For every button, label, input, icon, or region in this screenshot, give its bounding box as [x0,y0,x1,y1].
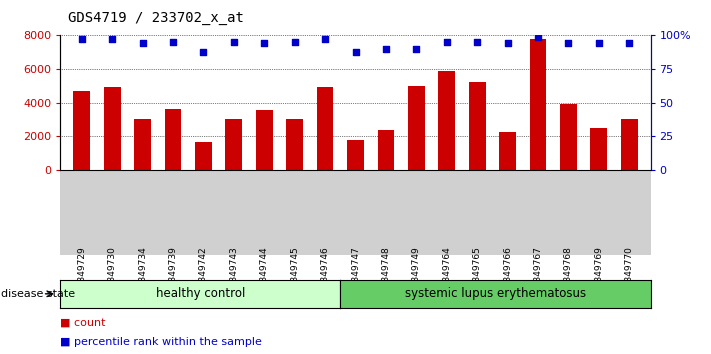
Bar [73,91,90,170]
Bar [195,142,212,170]
Bar [408,86,424,170]
Text: systemic lupus erythematosus: systemic lupus erythematosus [405,287,586,300]
Bar [225,119,242,170]
Point [76,36,87,42]
Point [593,41,604,46]
Point [289,39,300,45]
Point [533,34,544,40]
Point [198,49,209,55]
Point [259,41,270,46]
Bar [316,87,333,170]
Text: healthy control: healthy control [156,287,245,300]
Point [502,41,513,46]
Bar [104,87,120,170]
Point [350,49,361,55]
Bar [499,132,516,170]
Text: disease state: disease state [1,289,75,299]
Text: ■ count: ■ count [60,318,106,327]
Bar [165,109,181,170]
Bar [134,120,151,170]
Bar [530,39,546,170]
Bar [591,128,607,170]
Bar [347,139,364,170]
Bar [439,71,455,170]
Point [107,36,118,42]
Point [441,39,452,45]
Bar [256,110,272,170]
Text: ■ percentile rank within the sample: ■ percentile rank within the sample [60,337,262,347]
Point [137,41,149,46]
Point [228,39,240,45]
Point [411,46,422,52]
Point [624,41,635,46]
Bar [560,104,577,170]
Bar [621,120,638,170]
Point [562,41,574,46]
Point [167,39,178,45]
Bar [469,82,486,170]
Text: GDS4719 / 233702_x_at: GDS4719 / 233702_x_at [68,11,243,25]
Point [380,46,392,52]
Point [319,36,331,42]
Point [471,39,483,45]
Bar [287,119,303,170]
Bar [378,130,395,170]
